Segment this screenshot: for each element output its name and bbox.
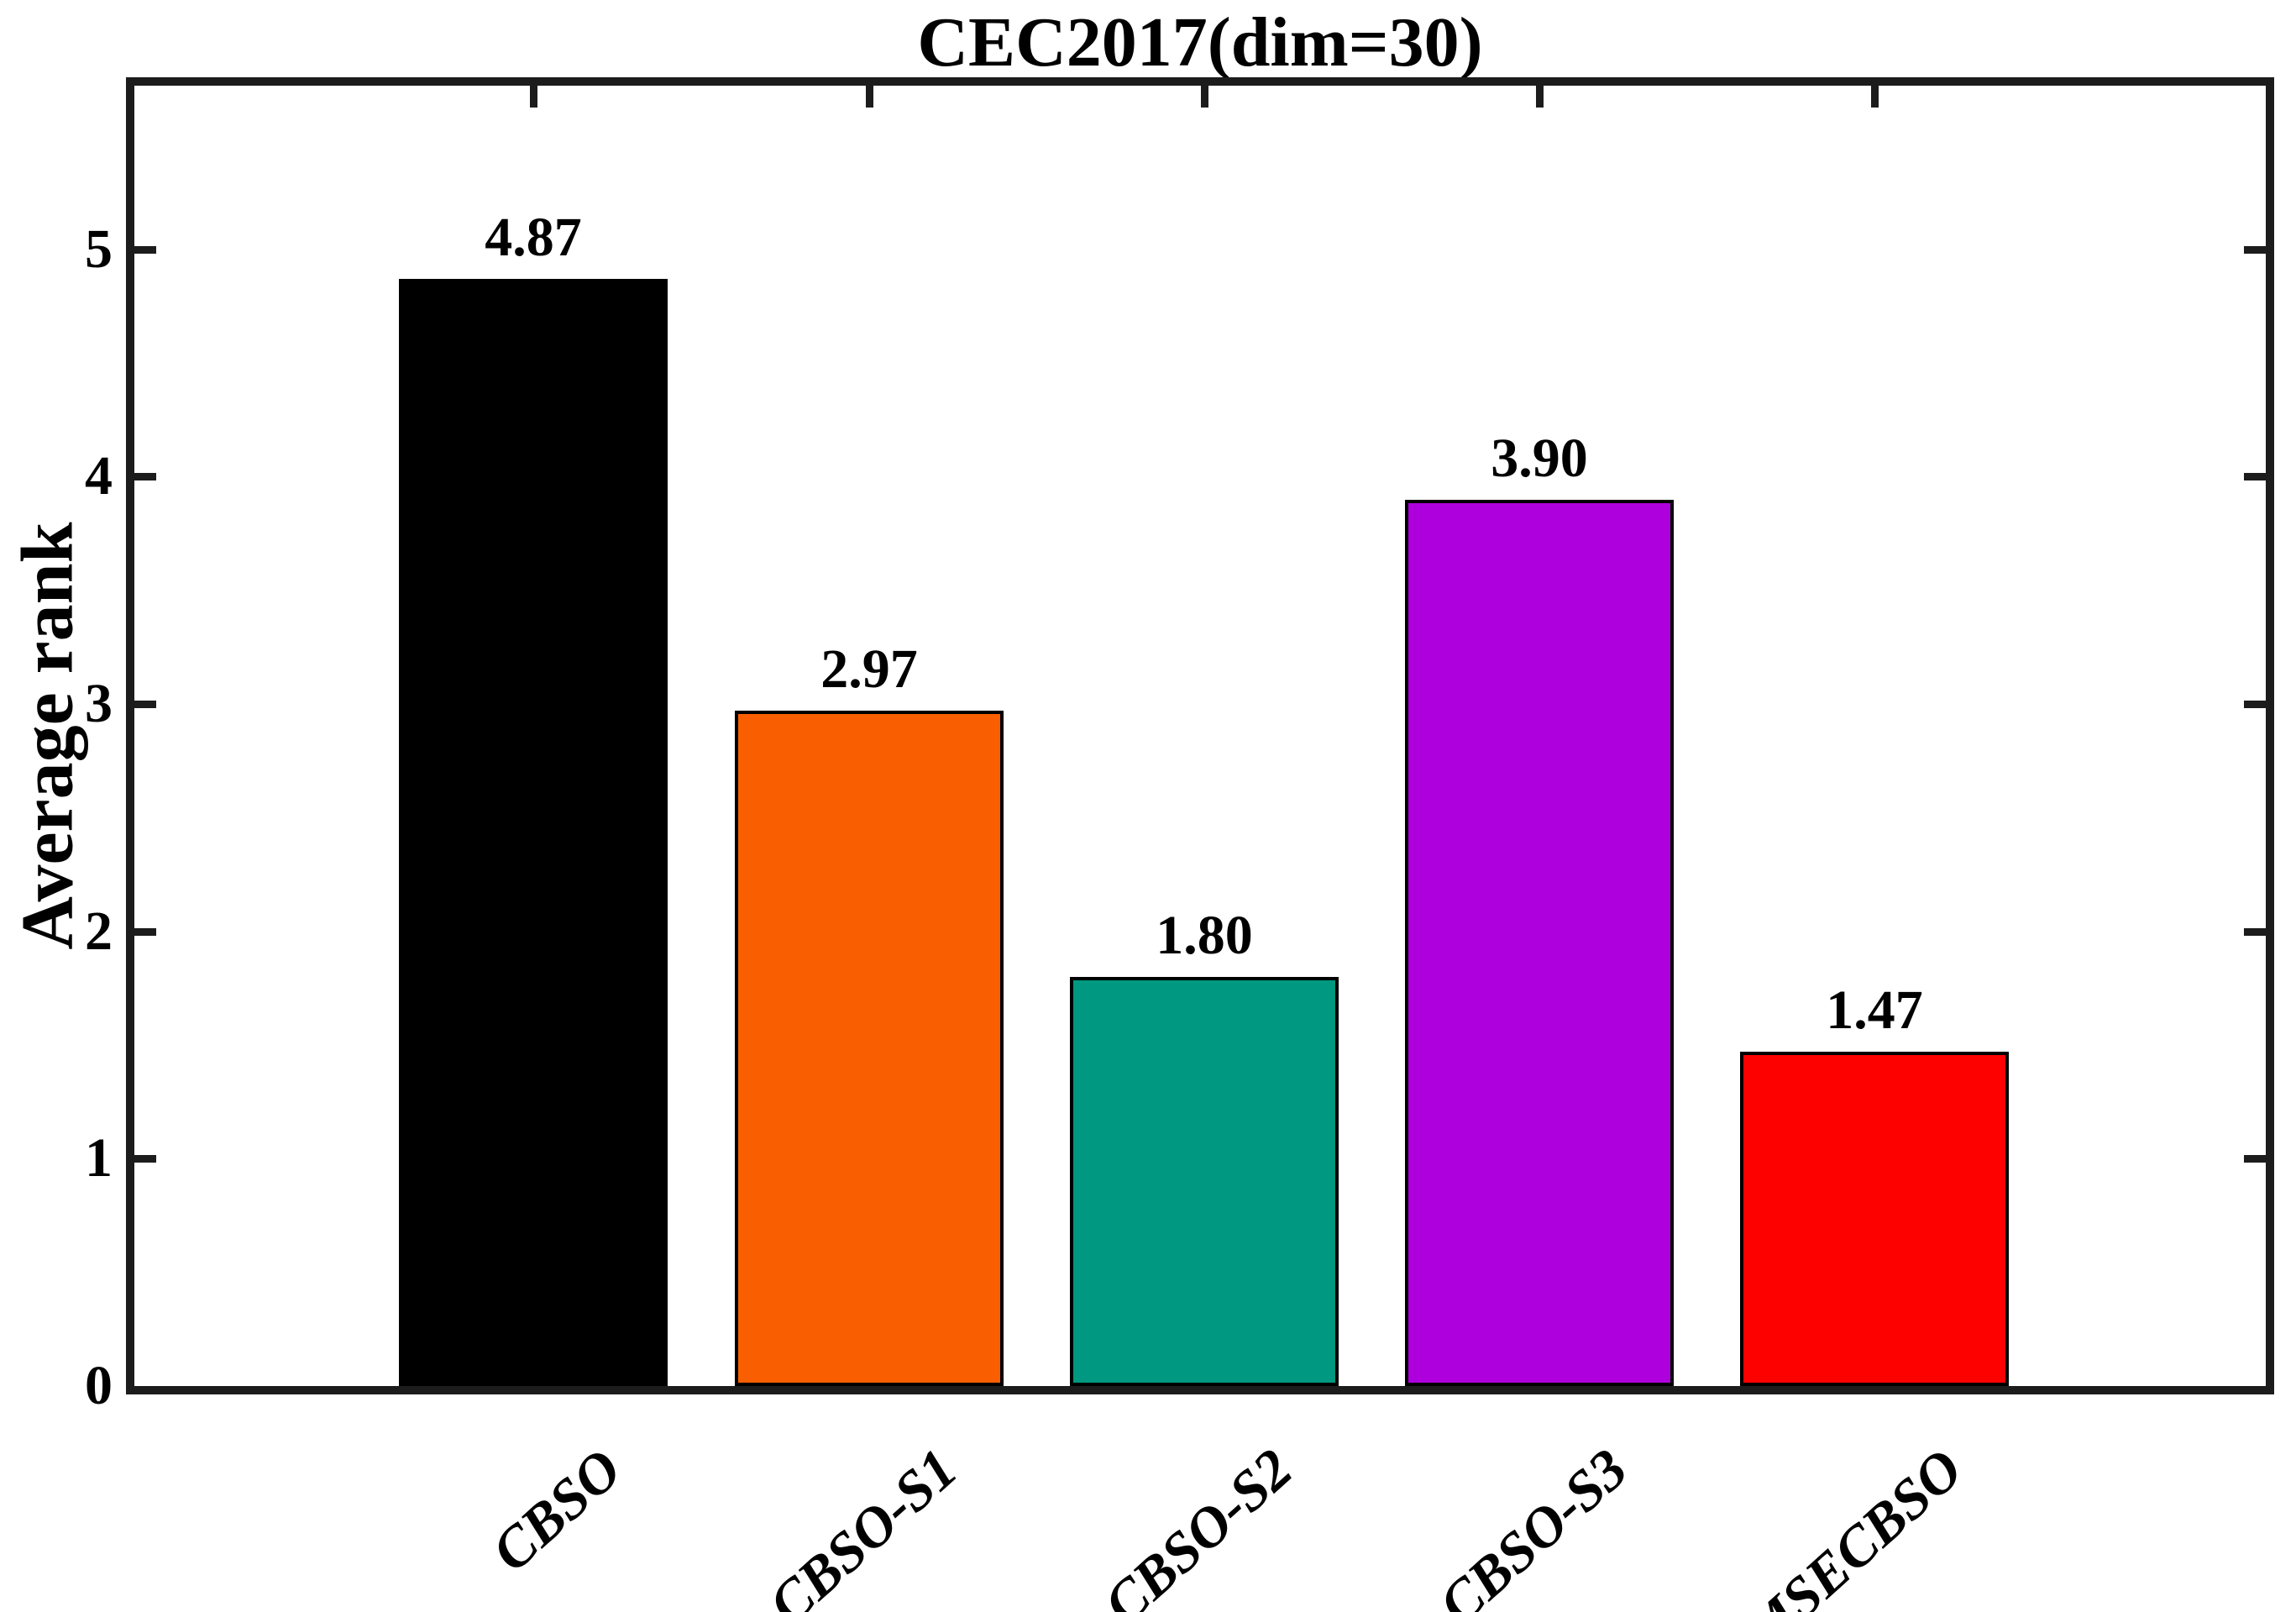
x-tick-top-CBSO-S3 [1536,86,1544,108]
y-tick-right-5 [2244,246,2266,254]
y-tick-right-2 [2244,928,2266,936]
bar-value-label-CBSO: 4.87 [485,207,582,268]
bar-CBSO [399,279,668,1386]
bar-value-label-CBSO-S3: 3.90 [1491,428,1588,489]
x-tick-label-MSECBSO: MSECBSO [1731,1436,1974,1612]
x-tick-top-CBSO-S2 [1201,86,1208,108]
x-tick-label-CBSO-S3: CBSO-S3 [1426,1436,1639,1612]
x-tick-top-CBSO-S1 [866,86,873,108]
y-tick-label-2: 2 [85,901,113,962]
x-tick-label-CBSO-S1: CBSO-S1 [756,1436,969,1612]
chart-title: CEC2017(dim=30) [917,3,1483,81]
y-tick-left-1 [134,1155,156,1163]
x-tick-label-CBSO-S2: CBSO-S2 [1091,1436,1304,1612]
y-tick-left-4 [134,473,156,480]
y-tick-label-4: 4 [85,445,113,507]
bar-CBSO-S2 [1070,977,1339,1386]
bar-value-label-CBSO-S1: 2.97 [820,638,918,700]
x-tick-top-CBSO [530,86,537,108]
y-tick-label-1: 1 [85,1127,113,1189]
y-tick-label-5: 5 [85,218,113,280]
y-tick-right-4 [2244,473,2266,480]
bar-CBSO-S3 [1405,500,1674,1386]
y-tick-label-0: 0 [85,1355,113,1416]
bar-value-label-MSECBSO: 1.47 [1826,979,1923,1041]
y-tick-left-5 [134,246,156,254]
bar-CBSO-S1 [735,711,1004,1386]
x-tick-label-CBSO: CBSO [479,1436,633,1584]
y-axis-label: Average rank [7,522,89,950]
y-tick-right-1 [2244,1155,2266,1163]
y-tick-right-3 [2244,701,2266,708]
y-tick-left-3 [134,701,156,708]
plot-area: 4.87 2.97 1.80 3.90 1.47 [126,77,2274,1394]
bar-value-label-CBSO-S2: 1.80 [1156,905,1253,966]
bar-MSECBSO [1740,1052,2009,1386]
y-tick-left-2 [134,928,156,936]
x-tick-top-MSECBSO [1871,86,1879,108]
y-tick-label-3: 3 [85,673,113,734]
